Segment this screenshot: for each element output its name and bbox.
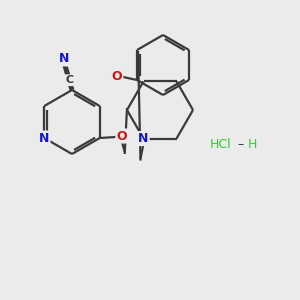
Text: N: N: [59, 52, 69, 65]
Text: N: N: [138, 132, 149, 145]
Text: C: C: [65, 75, 73, 85]
Text: O: O: [112, 70, 122, 83]
Text: O: O: [116, 130, 127, 142]
Text: H: H: [248, 139, 257, 152]
Text: N: N: [39, 131, 50, 145]
Text: –: –: [237, 139, 243, 152]
Text: HCl: HCl: [210, 139, 232, 152]
